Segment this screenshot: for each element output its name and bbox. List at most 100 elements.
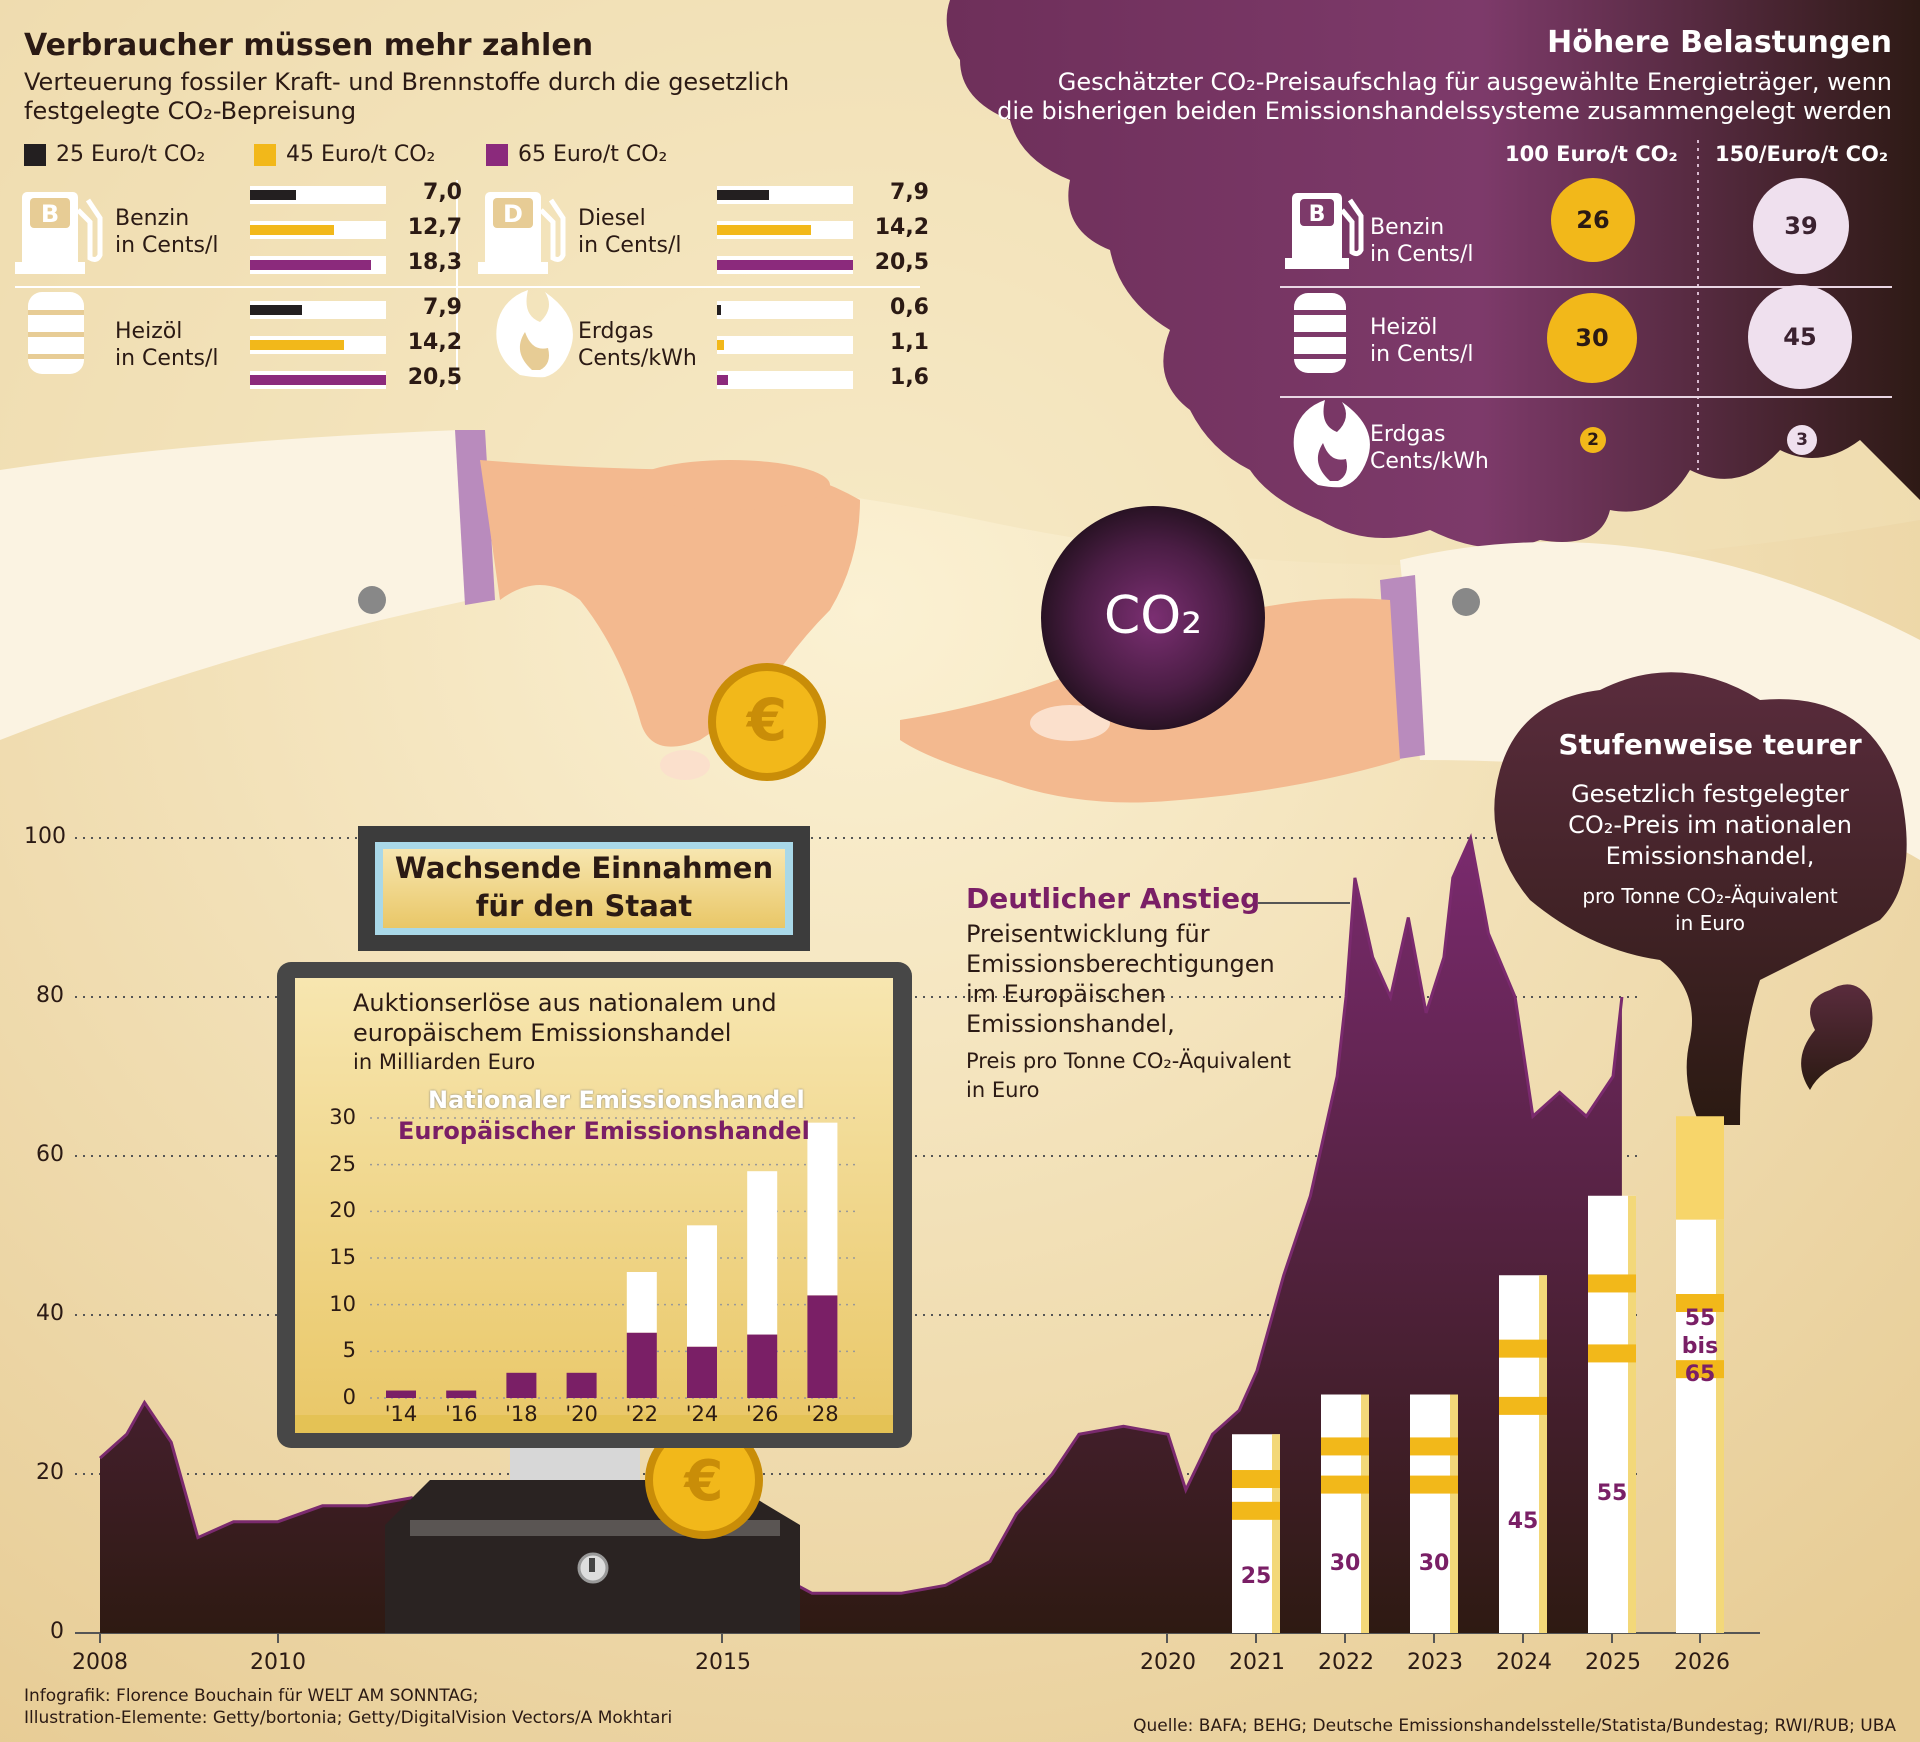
svg-text:B: B: [41, 200, 59, 228]
tr-label-benzin: Benzin in Cents/l: [1370, 214, 1474, 268]
bar-fill: [717, 225, 812, 235]
eua-line3: im Europäischen: [966, 980, 1166, 1008]
y-tick-label: 80: [36, 983, 64, 1008]
monitor-x-tick: '28: [806, 1402, 839, 1426]
bar-fill: [250, 305, 303, 315]
fuel-name: Benzin: [1370, 215, 1445, 240]
top-left-title: Verbraucher müssen mehr zahlen: [24, 28, 594, 63]
stufen-title: Stufenweise teurer: [1558, 728, 1862, 761]
monitor-bar-eu: [626, 1332, 657, 1398]
fuel-name: Erdgas: [578, 319, 654, 344]
footer-source: Quelle: BAFA; BEHG; Deutsche Emissionsha…: [1133, 1716, 1896, 1736]
fuel-name: Benzin: [115, 206, 190, 231]
monitor-legend-eu: Europäischer Emissionshandel: [398, 1117, 810, 1145]
price-stack-band: [1499, 1396, 1547, 1415]
co2-ball-label: CO₂: [1103, 586, 1203, 646]
eua-line1: Preisentwicklung für: [966, 920, 1210, 948]
fuel-name: Heizöl: [1370, 315, 1438, 340]
fuel-unit: in Cents/l: [578, 233, 682, 258]
y-tick-label: 0: [50, 1619, 64, 1644]
bar-value: 0,6: [890, 295, 929, 320]
bar-value: 7,0: [423, 180, 462, 205]
x-tick-label: 2020: [1140, 1650, 1196, 1675]
monitor-x-tick: '24: [685, 1402, 719, 1426]
fuel-unit: in Cents/l: [1370, 242, 1474, 267]
bar-fill: [717, 190, 770, 200]
monitor-x-tick: '14: [384, 1402, 418, 1426]
monitor-y-tick: 25: [329, 1151, 356, 1176]
fuel-label-diesel: Diesel in Cents/l: [578, 205, 682, 259]
bar-track: [717, 336, 853, 354]
tr-label-erdgas: Erdgas Cents/kWh: [1370, 421, 1489, 475]
fuel-label-erdgas: Erdgas Cents/kWh: [578, 318, 697, 372]
price-stack-shade: [1716, 1219, 1724, 1633]
circle-heizoel-150: 45: [1748, 285, 1852, 389]
monitor-bar-eu: [566, 1372, 597, 1398]
bar-fill: [717, 305, 721, 315]
price-stack-shade: [1628, 1195, 1636, 1633]
monitor-bar-eu: [446, 1390, 477, 1398]
monitor-desc-1: Auktionserlöse aus nationalem und: [353, 989, 777, 1017]
bar-track: [717, 221, 853, 239]
fuel-unit: Cents/kWh: [578, 346, 697, 371]
stufen-line3: Emissionshandel,: [1605, 842, 1815, 870]
bar-fill: [250, 190, 297, 200]
x-tick-label: 2010: [250, 1650, 306, 1675]
bar-fill: [250, 260, 372, 270]
footer-credit-1: Infografik: Florence Bouchain für WELT A…: [24, 1686, 479, 1706]
price-stack-band: [1588, 1274, 1636, 1293]
price-stack-band: [1321, 1475, 1369, 1494]
legend-label: 45 Euro/t CO₂: [286, 142, 436, 167]
price-stack-band: [1410, 1437, 1458, 1456]
monitor-x-tick: '20: [565, 1402, 598, 1426]
eua-price-line: [99, 833, 1624, 1603]
bar-value: 1,6: [890, 365, 929, 390]
eua-line6: in Euro: [966, 1078, 1040, 1102]
price-stack-band: [1410, 1475, 1458, 1494]
top-right-subtitle-2: die bisherigen beiden Emissionshandelssy…: [997, 97, 1892, 125]
bar-track: [250, 336, 386, 354]
svg-text:€: €: [745, 686, 787, 754]
price-stack-band: [1232, 1470, 1280, 1489]
x-tick-label: 2025: [1585, 1650, 1641, 1675]
x-tick-label: 2026: [1674, 1650, 1730, 1675]
bar-fill: [250, 375, 386, 385]
fuel-unit: in Cents/l: [115, 346, 219, 371]
bar-value: 1,1: [890, 330, 929, 355]
x-tick-label: 2008: [72, 1650, 128, 1675]
bar-track: [717, 371, 853, 389]
price-stack-band: [1588, 1344, 1636, 1363]
monitor-bar-national: [747, 1171, 778, 1335]
monitor-x-tick: '18: [505, 1402, 538, 1426]
stack-value-label: 25: [1240, 1564, 1272, 1590]
fuel-name: Diesel: [578, 206, 646, 231]
monitor-y-tick: 0: [342, 1385, 356, 1409]
fuel-label-heizoel: Heizöl in Cents/l: [115, 318, 219, 372]
legend-swatch-purple: [486, 143, 508, 166]
fuel-unit: in Cents/l: [1370, 342, 1474, 367]
bar-value: 18,3: [407, 250, 462, 275]
eua-line5: Preis pro Tonne CO₂-Äquivalent: [966, 1049, 1291, 1073]
bar-fill: [250, 225, 335, 235]
bar-track: [250, 186, 386, 204]
price-stack-band: [1499, 1339, 1547, 1358]
bar-track: [717, 186, 853, 204]
monitor-y-tick: 15: [329, 1245, 356, 1269]
legend-swatch-black: [24, 143, 46, 166]
fuel-label-benzin: Benzin in Cents/l: [115, 205, 219, 259]
circle-erdgas-150: 3: [1787, 425, 1817, 455]
legend-label: 25 Euro/t CO₂: [56, 142, 206, 167]
monitor-bar-eu: [747, 1334, 778, 1398]
bar-value: 7,9: [423, 295, 462, 320]
stufen-line2: CO₂-Preis im nationalen: [1568, 811, 1852, 839]
eua-line2: Emissionsberechtigungen: [966, 950, 1275, 978]
monitor-sign-line1: Wachsende Einnahmen: [394, 851, 774, 885]
y-tick-label: 100: [24, 824, 66, 849]
monitor-x-tick: '26: [745, 1402, 779, 1426]
monitor-bar-eu: [687, 1346, 717, 1398]
monitor-y-tick: 5: [342, 1338, 356, 1363]
bar-track: [717, 301, 853, 319]
bar-value: 20,5: [407, 365, 462, 390]
monitor-bar-national: [807, 1122, 838, 1296]
price-stack-band: [1676, 1360, 1724, 1379]
